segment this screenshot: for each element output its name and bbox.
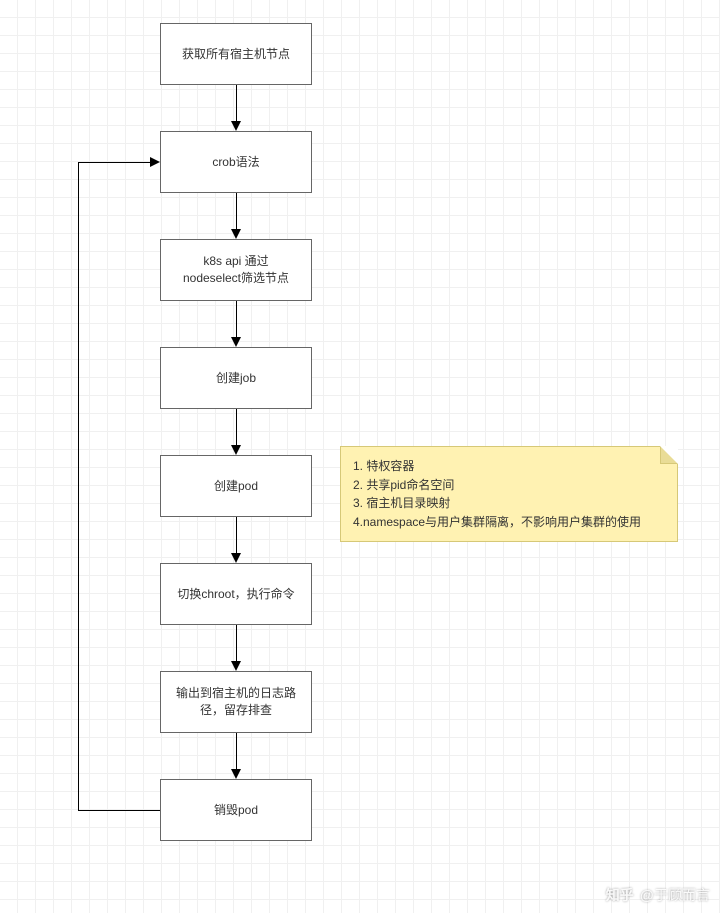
flowchart-node: 切换chroot，执行命令 — [160, 563, 312, 625]
flowchart-node: 输出到宿主机的日志路 径，留存排查 — [160, 671, 312, 733]
arrow-head-icon — [231, 553, 241, 563]
watermark: 知乎 @于顾而言 — [606, 885, 710, 905]
flowchart-canvas: 获取所有宿主机节点 crob语法 k8s api 通过 nodeselect筛选节点… — [0, 0, 720, 913]
edge-segment — [78, 810, 160, 811]
sticky-note: 1. 特权容器 2. 共享pid命名空间 3. 宿主机目录映射 4.namesp… — [340, 446, 678, 542]
arrow-head-icon — [150, 157, 160, 167]
flowchart-node: crob语法 — [160, 131, 312, 193]
arrow-head-icon — [231, 121, 241, 131]
flowchart-node: 销毁pod — [160, 779, 312, 841]
edge-segment — [78, 162, 79, 810]
arrow-head-icon — [231, 229, 241, 239]
watermark-author: @于顾而言 — [640, 885, 710, 905]
arrow-head-icon — [231, 661, 241, 671]
edge-segment — [78, 162, 158, 163]
arrow-head-icon — [231, 337, 241, 347]
flowchart-node: k8s api 通过 nodeselect筛选节点 — [160, 239, 312, 301]
zhihu-logo: 知乎 — [606, 885, 634, 905]
arrow-head-icon — [231, 769, 241, 779]
flowchart-node: 获取所有宿主机节点 — [160, 23, 312, 85]
flowchart-node: 创建job — [160, 347, 312, 409]
note-fold-icon — [660, 446, 678, 464]
arrow-head-icon — [231, 445, 241, 455]
flowchart-node: 创建pod — [160, 455, 312, 517]
